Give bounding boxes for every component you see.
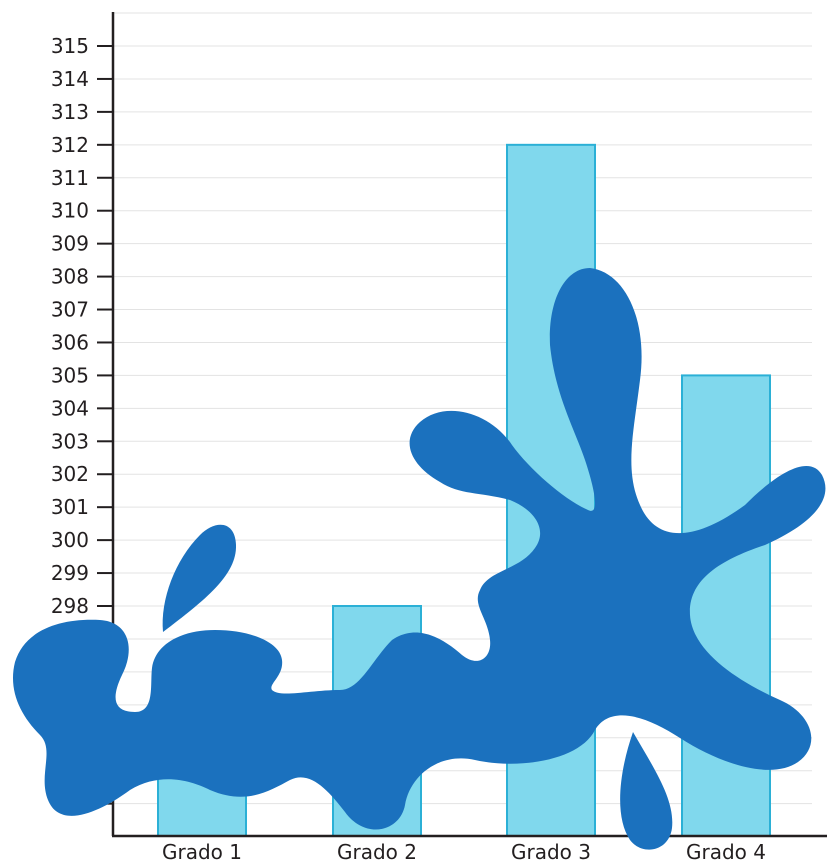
splash-main bbox=[12, 268, 826, 830]
y-tick-label: 311 bbox=[51, 166, 89, 190]
y-tick-label: 313 bbox=[51, 100, 89, 124]
y-tick-label: 302 bbox=[51, 462, 89, 486]
y-tick-label: 307 bbox=[51, 298, 89, 322]
y-tick-label: 300 bbox=[51, 528, 89, 552]
y-tick-label: 298 bbox=[51, 594, 89, 618]
splash-drop-bottom bbox=[620, 732, 673, 850]
splash-drop-left bbox=[162, 524, 237, 632]
y-tick-label: 306 bbox=[51, 330, 89, 354]
y-tick-label: 299 bbox=[51, 561, 89, 585]
ink-splash-blob bbox=[12, 268, 826, 850]
y-tick-label: 305 bbox=[51, 363, 89, 387]
y-tick-label: 314 bbox=[51, 67, 89, 91]
y-tick-label: 304 bbox=[51, 396, 89, 420]
y-tick-label: 310 bbox=[51, 199, 89, 223]
y-tick-label: 308 bbox=[51, 265, 89, 289]
x-tick-labels: Grado 1 Grado 2 Grado 3 Grado 4 bbox=[162, 840, 766, 862]
x-tick-label: Grado 3 bbox=[511, 840, 591, 862]
y-tick-label: 303 bbox=[51, 429, 89, 453]
y-tick-label: 301 bbox=[51, 495, 89, 519]
y-tick-label: 312 bbox=[51, 133, 89, 157]
x-tick-label: Grado 2 bbox=[337, 840, 417, 862]
x-tick-label: Grado 1 bbox=[162, 840, 242, 862]
y-tick-label: 309 bbox=[51, 232, 89, 256]
y-tick-label: 315 bbox=[51, 34, 89, 58]
x-tick-label: Grado 4 bbox=[686, 840, 766, 862]
